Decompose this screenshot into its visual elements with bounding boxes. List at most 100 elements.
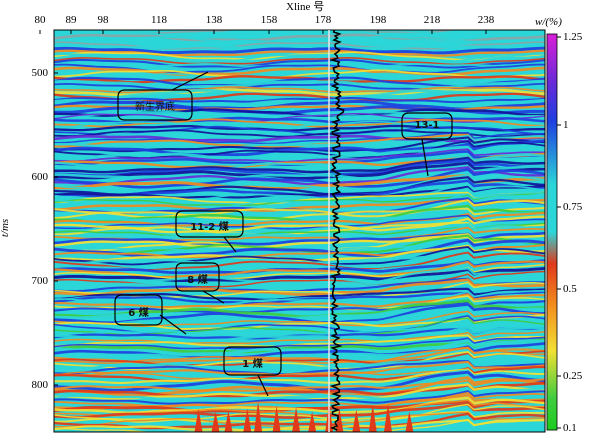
reflection-layer xyxy=(54,156,545,174)
reflection-layer xyxy=(54,145,545,162)
x-tick: 178 xyxy=(314,14,332,26)
reflection-layer xyxy=(54,221,545,237)
reflection-layer xyxy=(54,334,545,348)
reflection-spike xyxy=(352,409,361,432)
x-tick-marks xyxy=(39,30,487,34)
reflection-layer xyxy=(54,166,545,186)
callout-label-6-coal: 6 煤 xyxy=(128,308,149,319)
reflection-layer xyxy=(54,403,545,423)
reflection-layer xyxy=(54,336,545,350)
x-tick: 158 xyxy=(260,14,278,26)
reflection-layer xyxy=(54,246,545,266)
colorbar-tick: 0.1 xyxy=(563,422,577,434)
reflection-spike xyxy=(368,404,377,432)
x-tick: 138 xyxy=(205,14,223,26)
reflection-layer xyxy=(54,267,545,282)
callout-label-1-coal: 1 煤 xyxy=(242,359,263,370)
colorbar-tick: 1 xyxy=(563,119,569,131)
reflection-layer xyxy=(54,234,545,249)
reflection-spike xyxy=(308,411,317,432)
reflection-layer xyxy=(54,281,545,299)
reflection-layer xyxy=(54,168,545,189)
callout-8-coal xyxy=(175,262,225,304)
reflection-spike xyxy=(194,408,203,432)
callout-13-1 xyxy=(401,112,453,177)
reflection-layer xyxy=(54,253,545,268)
reflection-spike xyxy=(383,403,392,432)
reflection-layer xyxy=(54,331,545,345)
reflection-layer xyxy=(54,161,545,180)
reflection-spike xyxy=(272,406,281,432)
callout-label-cenozoic-bottom: 新生界底 xyxy=(135,102,175,113)
reflection-spike xyxy=(292,406,301,432)
y-tick: 500 xyxy=(31,67,49,79)
reflection-layer xyxy=(54,199,545,219)
reflection-layer xyxy=(54,131,545,145)
x-tick: 198 xyxy=(369,14,387,26)
reflection-layer xyxy=(54,358,545,373)
reflection-layer xyxy=(54,97,545,104)
reflection-layer xyxy=(54,238,545,258)
x-axis-title: Xline 号 xyxy=(286,1,325,13)
reflection-layer xyxy=(54,53,545,64)
reflection-layer xyxy=(54,134,545,150)
colorbar-tick: 0.5 xyxy=(563,283,577,295)
callout-11-2-coal xyxy=(175,210,244,253)
reflection-layer xyxy=(54,214,545,230)
reflection-layer xyxy=(54,148,545,163)
x-tick: 118 xyxy=(150,14,168,26)
colorbar-tick: 0.75 xyxy=(563,201,583,213)
colorbar-title: w/(%) xyxy=(535,16,562,28)
colorbar-tick-marks xyxy=(557,36,561,429)
reflection-layer xyxy=(54,129,545,138)
callout-label-11-2-coal: 11-2 煤 xyxy=(190,222,229,233)
reflection-layer xyxy=(54,184,545,199)
reflection-layer xyxy=(54,290,545,307)
reflection-layer xyxy=(54,79,545,89)
reflection-layer xyxy=(54,191,545,206)
reflection-layer xyxy=(54,278,545,296)
reflection-spike xyxy=(243,408,252,432)
y-tick: 800 xyxy=(31,379,49,391)
reflection-spike xyxy=(211,411,220,432)
reflection-layer xyxy=(54,368,545,384)
y-tick: 600 xyxy=(31,171,49,183)
reflection-layer xyxy=(54,59,545,69)
reflection-spike xyxy=(224,410,233,432)
reflection-layer xyxy=(54,376,545,397)
reflection-layer xyxy=(54,75,545,84)
colorbar-tick: 1.25 xyxy=(563,31,583,43)
reflection-layer xyxy=(54,391,545,408)
reflection-layer xyxy=(54,184,545,204)
reflection-layer xyxy=(54,86,545,94)
callout-6-coal xyxy=(114,294,187,335)
x-tick: 98 xyxy=(97,14,109,26)
reflection-layer xyxy=(54,113,545,123)
x-tick: 238 xyxy=(477,14,495,26)
reflection-layer xyxy=(54,390,545,405)
x-tick: 89 xyxy=(65,14,77,26)
well-trace-line xyxy=(329,29,345,431)
callout-cenozoic-bottom xyxy=(117,71,209,121)
reflection-layer xyxy=(54,211,545,227)
colorbar xyxy=(546,33,558,431)
reflection-layer xyxy=(54,206,545,221)
reflection-spike xyxy=(254,401,263,432)
reflection-layer xyxy=(54,350,545,367)
reflection-layer xyxy=(54,139,545,157)
callout-1-coal xyxy=(223,346,282,397)
y-tick-marks xyxy=(54,72,58,386)
reflection-layer xyxy=(54,66,545,77)
well-log-trace xyxy=(328,29,345,432)
callout-label-8-coal: 8 煤 xyxy=(187,275,208,286)
colorbar-tick: 0.25 xyxy=(563,370,583,382)
y-tick: 700 xyxy=(31,275,49,287)
reflection-layer xyxy=(54,378,545,392)
callout-label-13-1: 13-1 xyxy=(414,120,440,131)
x-tick: 80 xyxy=(34,14,46,26)
reflection-layer xyxy=(54,174,545,193)
reflection-layer xyxy=(54,351,545,371)
x-tick: 218 xyxy=(423,14,441,26)
reflection-spike xyxy=(405,411,414,432)
